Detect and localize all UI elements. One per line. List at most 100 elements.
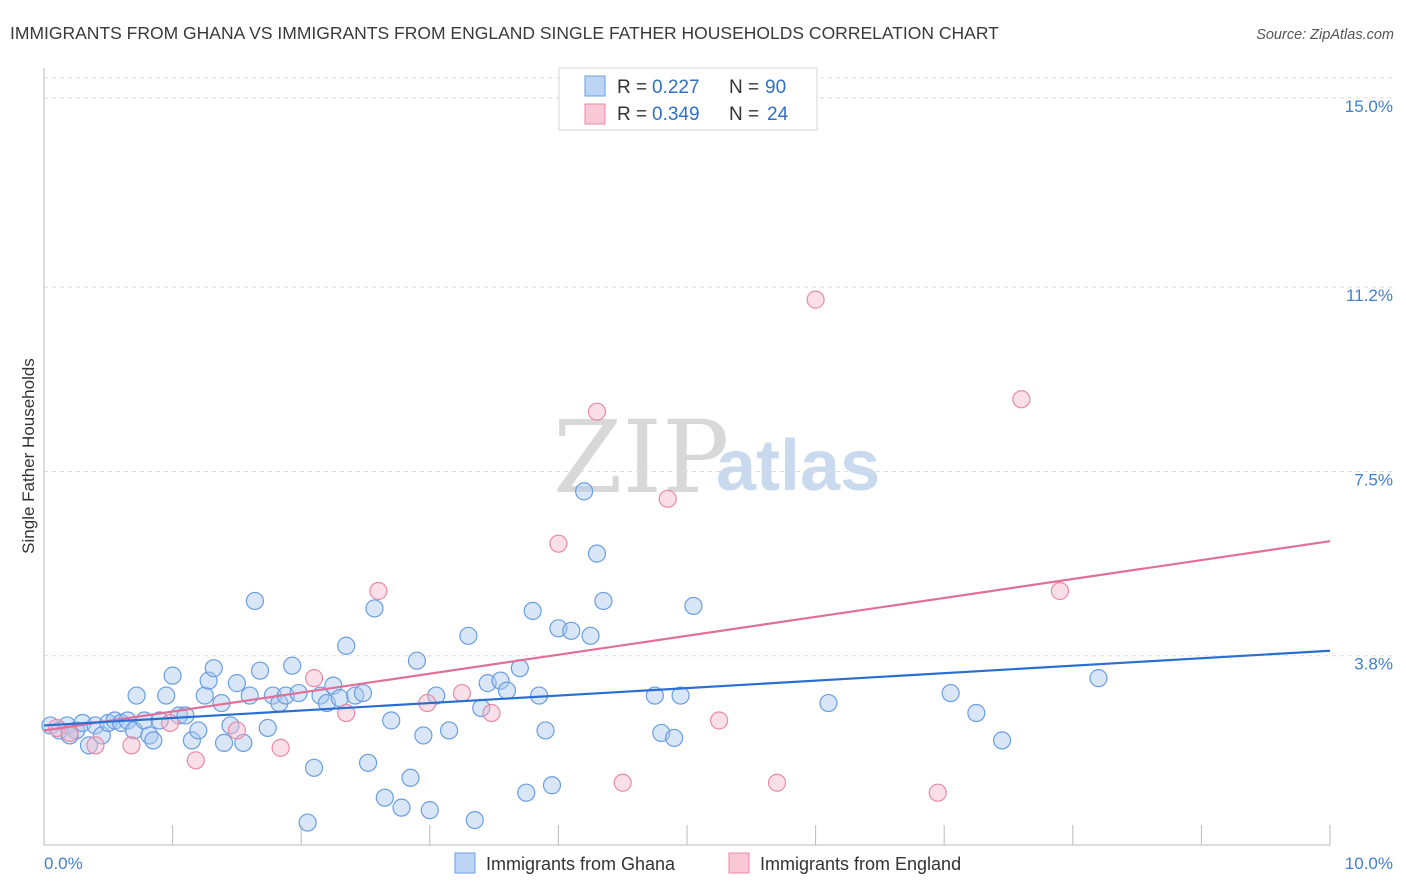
ghana-point-46 <box>330 688 349 708</box>
ghana-point-28 <box>214 733 234 752</box>
ghana-point-54 <box>392 798 411 817</box>
ghana-point-61 <box>459 626 478 645</box>
series-legend: Immigrants from Ghana Immigrants from En… <box>454 852 961 874</box>
bottom-legend-swatch-england <box>728 852 750 874</box>
legend-r-value-england: 0.349 <box>652 104 700 125</box>
ghana-point-71 <box>536 721 555 740</box>
ghana-point-55 <box>401 768 420 787</box>
ghana-point-53 <box>382 711 401 730</box>
watermark: ZIP atlas <box>553 399 880 516</box>
legend-n-label-england: N = <box>729 104 759 125</box>
ghana-point-39 <box>283 656 302 675</box>
bottom-legend-label-england: Immigrants from England <box>760 854 961 874</box>
y-tick-labels: 3.8% 7.5% 11.2% 15.0% <box>1345 97 1393 674</box>
england-point-10 <box>369 581 388 601</box>
y-tick-label-3: 15.0% <box>1345 97 1393 116</box>
x-tick-label-0: 0.0% <box>44 854 83 873</box>
england-point-23 <box>1050 581 1070 601</box>
legend-swatch-england <box>584 103 606 125</box>
ghana-point-51 <box>365 599 384 618</box>
ghana-point-41 <box>298 813 317 832</box>
england-point-3 <box>122 736 141 755</box>
legend-r-label-england: R = <box>617 104 647 125</box>
series-england-points <box>47 290 1070 802</box>
y-tick-label-1: 7.5% <box>1354 470 1393 489</box>
ghana-point-85 <box>941 683 960 703</box>
ghana-point-66 <box>497 681 517 700</box>
england-point-8 <box>304 669 324 688</box>
england-point-2 <box>86 736 105 755</box>
england-point-18 <box>710 711 729 730</box>
ghana-point-69 <box>523 601 542 621</box>
ghana-point-65 <box>491 671 510 690</box>
ghana-point-49 <box>353 683 373 703</box>
ghana-point-30 <box>227 674 246 693</box>
ghana-point-87 <box>992 731 1012 750</box>
legend-n-value-england: 24 <box>767 104 789 125</box>
ghana-point-62 <box>465 810 484 830</box>
ghana-point-26 <box>204 659 223 678</box>
england-point-21 <box>928 783 947 802</box>
chart-title: IMMIGRANTS FROM GHANA VS IMMIGRANTS FROM… <box>10 23 999 43</box>
x-tick-label-1: 10.0% <box>1345 854 1393 873</box>
ghana-point-22 <box>182 731 201 750</box>
ghana-point-72 <box>542 776 562 795</box>
ghana-point-82 <box>671 686 690 705</box>
england-point-13 <box>482 703 501 723</box>
ghana-trend-line <box>43 649 1331 727</box>
england-point-16 <box>613 773 632 792</box>
ghana-point-52 <box>375 788 394 807</box>
ghana-point-84 <box>819 693 838 713</box>
england-point-20 <box>806 290 825 309</box>
england-point-22 <box>1012 390 1031 409</box>
grid-lines <box>44 77 1392 657</box>
england-point-7 <box>271 738 290 757</box>
ghana-point-58 <box>420 801 439 820</box>
ghana-point-5 <box>79 736 99 755</box>
england-point-5 <box>186 751 205 770</box>
y-tick-label-0: 3.8% <box>1354 655 1393 674</box>
ghana-point-18 <box>157 686 176 705</box>
england-point-19 <box>767 773 787 792</box>
ghana-point-33 <box>245 591 265 611</box>
ghana-point-57 <box>414 726 433 745</box>
y-tick-label-2: 11.2% <box>1346 286 1393 305</box>
ghana-point-50 <box>358 753 378 772</box>
ghana-point-78 <box>594 591 613 611</box>
ghana-point-24 <box>195 686 214 705</box>
ghana-point-42 <box>304 758 324 777</box>
ghana-point-83 <box>684 596 703 616</box>
correlation-legend: R = 0.227 N = 90 R = 0.349 N = 24 <box>558 67 818 131</box>
ghana-point-74 <box>562 621 581 640</box>
axes <box>43 68 1331 846</box>
england-point-6 <box>227 721 246 740</box>
ghana-point-88 <box>1089 669 1108 688</box>
ghana-point-19 <box>163 666 182 685</box>
legend-n-value-ghana: 90 <box>765 77 786 98</box>
y-axis-label: Single Father Households <box>19 358 38 554</box>
legend-swatch-ghana <box>584 75 606 97</box>
bottom-legend-label-ghana: Immigrants from Ghana <box>486 854 676 874</box>
ghana-point-47 <box>337 636 356 655</box>
england-point-14 <box>549 534 568 553</box>
ghana-point-77 <box>587 544 607 563</box>
england-point-12 <box>452 683 472 703</box>
ghana-point-79 <box>645 686 664 705</box>
bottom-legend-swatch-ghana <box>454 852 476 874</box>
ghana-point-16 <box>144 731 163 750</box>
ghana-point-68 <box>517 783 536 802</box>
ghana-point-75 <box>575 482 594 501</box>
ghana-point-60 <box>439 721 459 740</box>
ghana-point-23 <box>189 721 208 740</box>
chart-source: Source: ZipAtlas.com <box>1256 27 1394 43</box>
series-ghana-points <box>41 482 1108 832</box>
england-point-17 <box>658 489 677 508</box>
ghana-point-13 <box>127 686 146 705</box>
ghana-point-86 <box>967 703 986 723</box>
legend-r-label-ghana: R = <box>617 77 647 98</box>
legend-r-value-ghana: 0.227 <box>652 77 700 98</box>
ghana-point-35 <box>258 718 277 738</box>
trend-lines <box>43 540 1331 732</box>
england-trend-line <box>43 540 1331 732</box>
